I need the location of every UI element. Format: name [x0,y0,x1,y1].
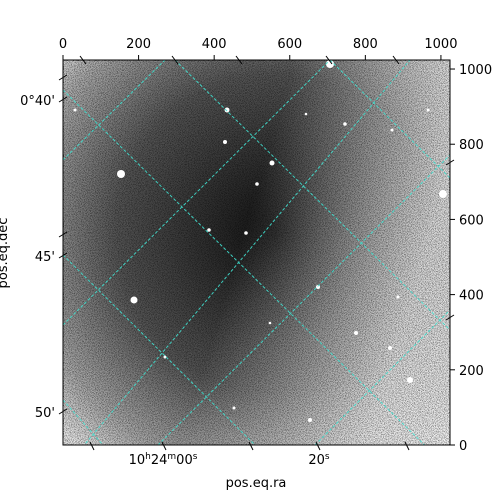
pixel-x-tick-label-0: 0 [59,37,67,52]
ra-tick-mark [79,55,87,65]
star [73,108,77,112]
pixel-x-axis-ticks: 0 200 400 600 800 1000 [59,37,457,60]
star [304,112,308,116]
pixel-y-tick-label-0: 0 [459,439,467,454]
ra-tick-mark [235,55,243,65]
star [343,122,347,126]
pixel-y-tick-label-4: 800 [459,138,484,153]
grid-line [63,89,426,445]
pixel-y-tick-label-3: 600 [459,213,484,228]
star [224,107,230,113]
ra-tick-mark [171,55,179,65]
grid-line [83,60,411,445]
grid-line [157,154,450,445]
star [308,418,312,422]
star [354,331,358,335]
star [390,128,394,132]
star [269,160,275,166]
pixel-x-tick-label-3: 600 [277,37,302,52]
star [117,170,125,178]
grid-line [174,60,450,331]
pixel-x-tick-label-5: 1000 [424,37,457,52]
star [163,355,167,359]
ra-tick-mark [404,441,410,451]
star [223,140,227,144]
grid-line [314,309,450,445]
star [396,295,400,299]
star [232,406,236,410]
ra-tick-mark [89,441,95,451]
dec-axis-ticks: 0°40' 45' 50' [20,74,455,421]
dec-tick-label-2: 50' [35,406,55,421]
dec-tick-mark [58,74,68,81]
star [407,377,413,383]
pixel-y-tick-label-1: 200 [459,364,484,379]
ra-tick-mark [315,441,321,451]
pixel-x-tick-label-4: 800 [353,37,378,52]
grid-line [63,60,166,161]
star [426,108,430,112]
star [388,346,392,350]
ra-tick-mark [161,441,167,451]
grid-line [63,254,256,445]
grid-line [329,60,450,179]
x-axis-label: pos.eq.ra [226,476,287,491]
star [130,296,138,304]
y-axis-label: pos.eq.dec [0,218,11,289]
dec-tick-label-0: 0°40' [20,94,55,109]
pixel-y-tick-label-5: 1000 [459,63,492,78]
grid-line [63,60,331,326]
dec-tick-mark [58,408,68,415]
star [255,182,259,186]
ra-tick-mark [392,55,400,65]
grid-line [63,399,104,445]
dec-tick-mark [58,96,68,103]
ra-tick-label-1: 20s [308,452,330,468]
coordinate-grid [63,60,450,445]
pixel-x-tick-label-2: 400 [202,37,227,52]
star [268,321,272,325]
pixel-y-tick-label-2: 400 [459,289,484,304]
star [207,228,211,232]
plot-frame [62,59,451,446]
star-sources [73,60,447,422]
sky-image [63,60,450,445]
dec-tick-mark [445,314,455,321]
ra-axis-ticks: 10h24m00s 20s [79,55,410,468]
pixel-x-tick-label-1: 200 [126,37,151,52]
star [316,285,320,289]
star [439,190,447,198]
ra-tick-label-0: 10h24m00s [129,452,198,468]
ra-tick-mark [325,55,333,65]
star [244,231,248,235]
dec-tick-mark [58,252,68,259]
dec-tick-mark [445,159,455,166]
dec-tick-label-1: 45' [35,250,55,265]
dec-tick-mark [58,231,68,238]
ra-tick-mark [248,441,254,451]
pixel-y-axis-ticks: 0 200 400 600 800 1000 [450,63,492,454]
